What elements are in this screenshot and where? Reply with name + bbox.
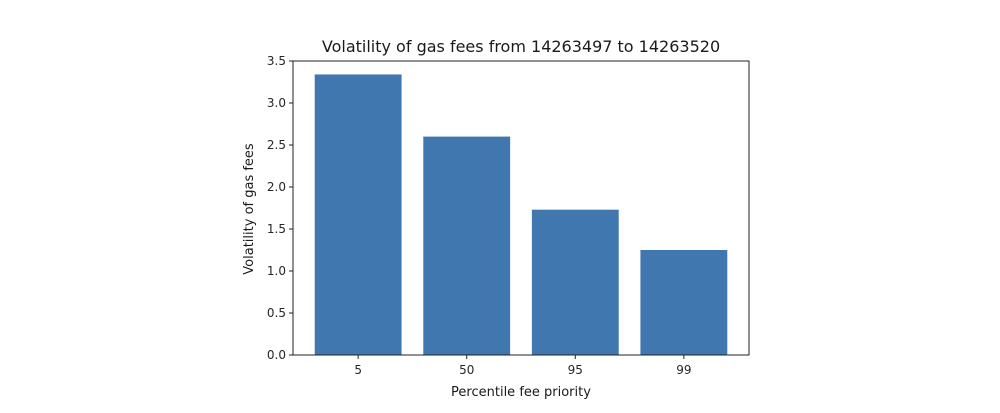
y-tick-label: 1.5 — [267, 222, 286, 236]
x-tick-label: 5 — [354, 363, 362, 377]
x-axis-ticks: 5 50 95 99 — [354, 355, 691, 377]
y-axis-ticks: 0.0 0.5 1.0 1.5 2.0 2.5 3.0 3.5 — [267, 54, 293, 362]
bar-95 — [531, 209, 619, 355]
y-tick-label: 1.0 — [267, 264, 286, 278]
y-axis-label: Volatility of gas fees — [242, 143, 257, 275]
x-tick-label: 50 — [459, 363, 474, 377]
y-tick-label: 0.0 — [267, 348, 286, 362]
x-axis-label: Percentile fee priority — [451, 385, 591, 400]
bar-99 — [640, 250, 728, 355]
x-tick-label: 99 — [676, 363, 691, 377]
y-tick-label: 0.5 — [267, 306, 286, 320]
plot-frame — [292, 60, 750, 356]
y-tick-label: 3.0 — [267, 96, 286, 110]
chart-title: Volatility of gas fees from 14263497 to … — [322, 37, 720, 56]
bar-5 — [314, 74, 402, 355]
y-tick-label: 2.5 — [267, 138, 286, 152]
y-tick-label: 3.5 — [267, 54, 286, 68]
y-tick-label: 2.0 — [267, 180, 286, 194]
bar-50 — [423, 136, 511, 355]
x-tick-label: 95 — [568, 363, 583, 377]
bars-group — [314, 74, 728, 355]
